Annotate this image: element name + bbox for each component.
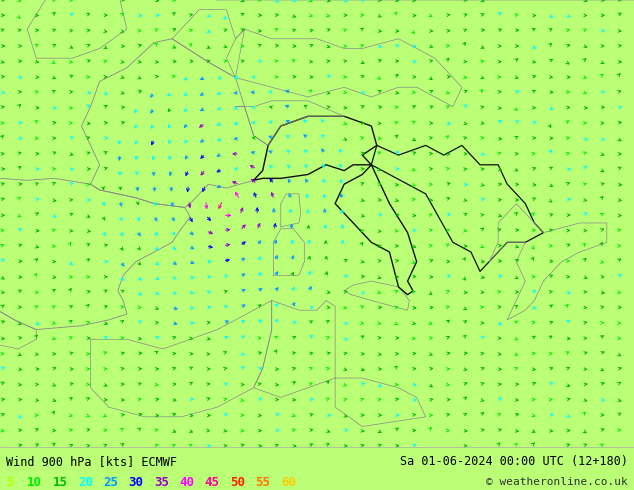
Polygon shape xyxy=(91,300,272,417)
Polygon shape xyxy=(489,203,607,320)
Polygon shape xyxy=(273,229,304,275)
Text: 25: 25 xyxy=(103,476,119,489)
Text: 5: 5 xyxy=(6,476,14,489)
Text: 45: 45 xyxy=(205,476,220,489)
Polygon shape xyxy=(0,174,190,330)
Text: 35: 35 xyxy=(154,476,169,489)
Text: Sa 01-06-2024 00:00 UTC (12+180): Sa 01-06-2024 00:00 UTC (12+180) xyxy=(399,455,628,468)
Polygon shape xyxy=(344,281,410,310)
Polygon shape xyxy=(372,146,543,271)
Polygon shape xyxy=(254,116,417,294)
Text: 20: 20 xyxy=(78,476,93,489)
Polygon shape xyxy=(0,0,127,58)
Text: 55: 55 xyxy=(256,476,271,489)
Polygon shape xyxy=(82,39,268,207)
Text: 50: 50 xyxy=(230,476,245,489)
Text: 40: 40 xyxy=(179,476,195,489)
Polygon shape xyxy=(254,300,335,397)
Text: 10: 10 xyxy=(27,476,42,489)
Text: Wind 900 hPa [kts] ECMWF: Wind 900 hPa [kts] ECMWF xyxy=(6,455,178,468)
Polygon shape xyxy=(235,101,344,146)
Polygon shape xyxy=(0,271,36,349)
Text: 30: 30 xyxy=(129,476,144,489)
Polygon shape xyxy=(172,10,245,77)
Text: 60: 60 xyxy=(281,476,296,489)
Text: 15: 15 xyxy=(53,476,68,489)
Polygon shape xyxy=(281,194,301,227)
Polygon shape xyxy=(226,29,462,107)
Polygon shape xyxy=(335,378,425,426)
Text: © weatheronline.co.uk: © weatheronline.co.uk xyxy=(486,477,628,487)
